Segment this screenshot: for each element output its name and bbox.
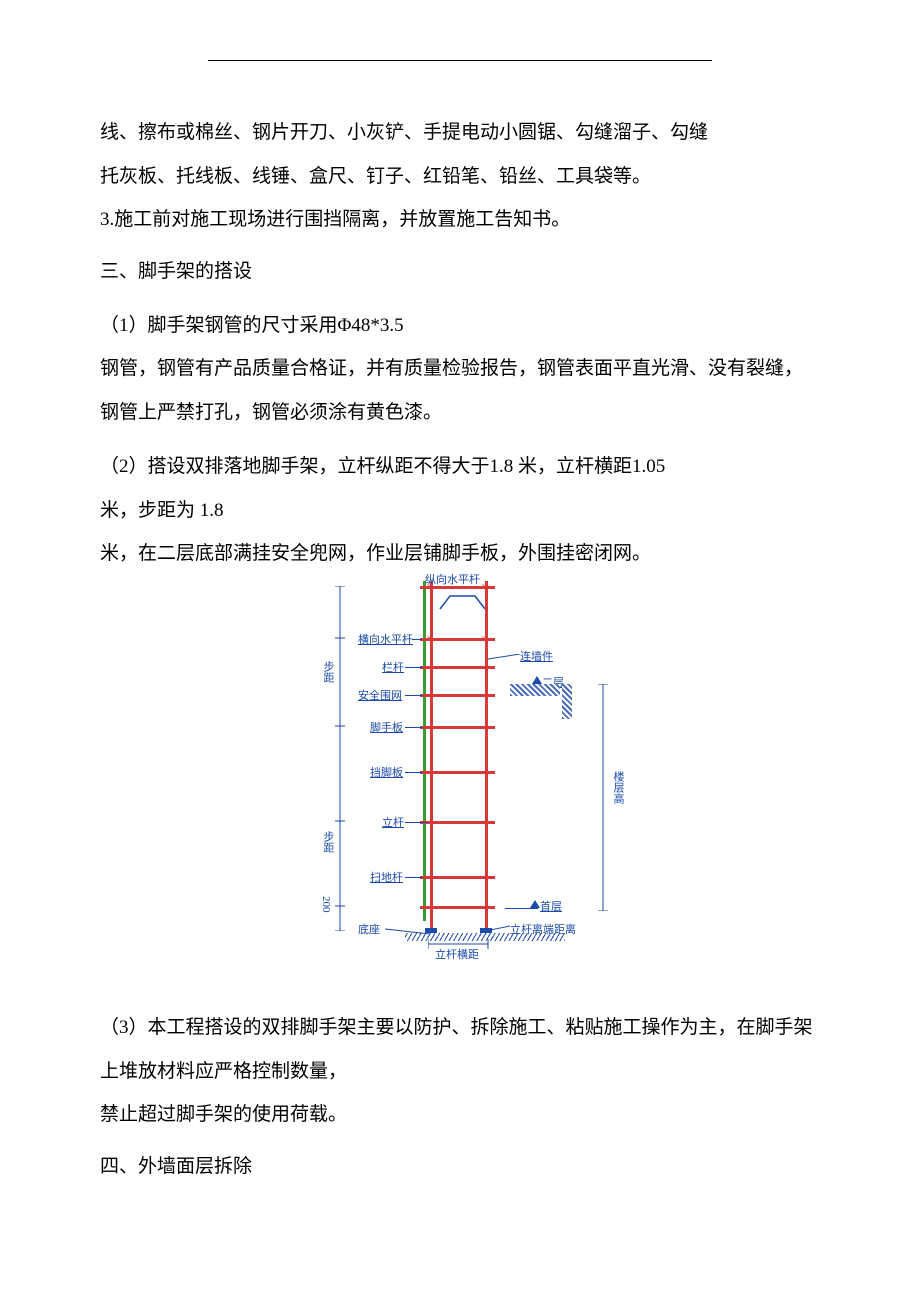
roof-shape-icon — [435, 591, 490, 611]
label-louceng: 楼层高 — [610, 771, 626, 804]
label-jiaoshou: 脚手板 — [370, 719, 403, 735]
label-dizuo: 底座 — [358, 921, 380, 937]
arrow-7 — [405, 877, 423, 878]
label-dangjiao: 挡脚板 — [370, 764, 403, 780]
arrow-4 — [405, 727, 423, 728]
conn-lianqiang — [488, 654, 523, 669]
x-mark-4: × — [481, 631, 488, 646]
dimension-left — [332, 586, 347, 931]
scaffold-diagram-container: × × × × 纵向水平杆 横向水平杆 栏杆 安全围网 脚手板 挡脚板 立杆 扫… — [100, 576, 820, 966]
paragraph-4-line1: （2）搭设双排落地脚手架，立杆纵距不得大于1.8 米，立杆横距1.05 — [100, 445, 820, 489]
label-dim200: 200 — [320, 896, 332, 913]
label-lianqiang: 连墙件 — [520, 648, 553, 664]
paragraph-3-line1: （1）脚手架钢管的尺寸采用Φ48*3.5 — [100, 304, 820, 348]
pole-h-3 — [420, 666, 495, 669]
arrow-3 — [405, 695, 423, 696]
conn-shouceng — [505, 908, 538, 909]
arrow-2 — [405, 667, 423, 668]
paragraph-1-line2: 托灰板、托线板、线锤、盒尺、钉子、红铅笔、铅丝、工具袋等。 — [100, 155, 820, 199]
label-shouceng: 首层 — [540, 898, 562, 914]
arrow-1 — [412, 639, 422, 640]
document-page: 线、擦布或棉丝、钢片开刀、小灰铲、手提电动小圆锯、勾缝溜子、勾缝 托灰板、托线板… — [0, 0, 920, 1249]
paragraph-2: 3.施工前对施工现场进行围挡隔离，并放置施工告知书。 — [100, 198, 820, 242]
label-langan: 栏杆 — [382, 659, 404, 675]
label-zongxiang: 纵向水平杆 — [425, 571, 480, 587]
scaffold-diagram: × × × × 纵向水平杆 横向水平杆 栏杆 安全围网 脚手板 挡脚板 立杆 扫… — [310, 576, 650, 966]
pole-h-6 — [420, 771, 495, 774]
conn-ligan-juli — [485, 921, 515, 933]
paragraph-1-line1: 线、擦布或棉丝、钢片开刀、小灰铲、手提电动小圆锯、勾缝溜子、勾缝 — [100, 111, 820, 155]
label-anquan: 安全围网 — [358, 687, 402, 703]
section-3-title: 三、脚手架的搭设 — [100, 250, 820, 294]
pole-h-7 — [420, 821, 495, 824]
arrow-6 — [405, 822, 428, 823]
label-saodi: 扫地杆 — [370, 869, 403, 885]
section-4-title: 四、外墙面层拆除 — [100, 1145, 820, 1189]
paragraph-4-line3: 米，在二层底部满挂安全兜网，作业层铺脚手板，外围挂密闭网。 — [100, 532, 820, 576]
label-hengxiang: 横向水平杆 — [358, 631, 413, 647]
triangle-erceng — [532, 676, 542, 684]
pole-h-5 — [420, 726, 495, 729]
paragraph-5-line2: 禁止超过脚手架的使用荷载。 — [100, 1093, 820, 1137]
paragraph-3-line2: 钢管，钢管有产品质量合格证，并有质量检验报告，钢管表面平直光滑、没有裂缝，钢管上… — [100, 347, 820, 434]
wall-vertical — [562, 684, 572, 719]
arrow-5 — [405, 772, 423, 773]
x-mark-3: × — [426, 631, 433, 646]
dimension-right — [595, 684, 610, 911]
pole-h-9 — [420, 906, 495, 909]
dimension-bottom — [428, 938, 508, 950]
pole-h-8 — [420, 876, 495, 879]
wall-second-floor — [510, 684, 560, 696]
base-block-left — [425, 928, 437, 933]
label-ligan: 立杆 — [382, 814, 404, 830]
paragraph-5-line1: （3）本工程搭设的双排脚手架主要以防护、拆除施工、粘贴施工操作为主，在脚手架上堆… — [100, 1006, 820, 1093]
pole-h-4 — [420, 694, 495, 697]
header-rule — [208, 60, 712, 61]
triangle-shouceng — [530, 900, 540, 908]
paragraph-4-line2: 米，步距为 1.8 — [100, 489, 820, 533]
